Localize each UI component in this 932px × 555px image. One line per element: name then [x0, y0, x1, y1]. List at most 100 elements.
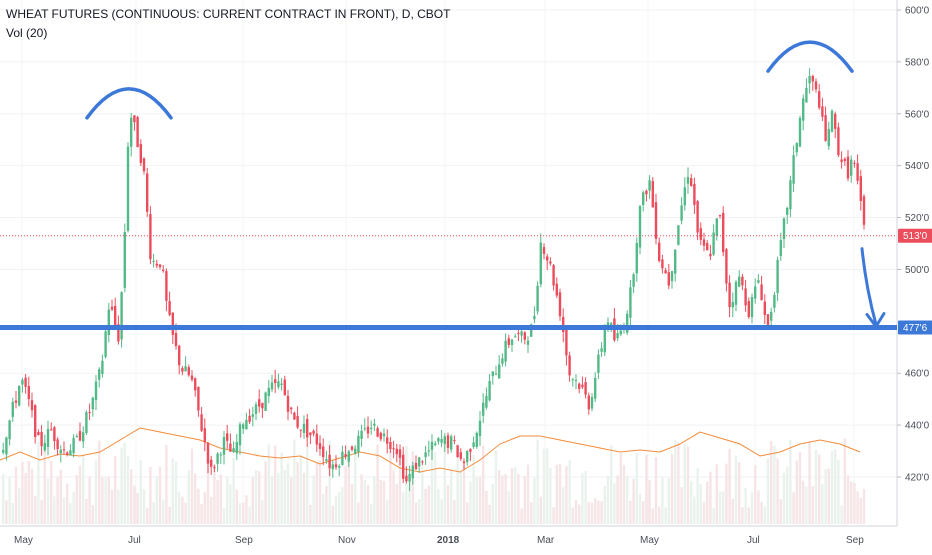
candle-body	[440, 439, 443, 443]
candle-body	[680, 205, 683, 221]
candle-body	[510, 339, 514, 346]
volume-bar	[760, 501, 763, 524]
volume-bar	[78, 465, 82, 524]
volume-bar	[821, 484, 824, 524]
volume-bar	[203, 492, 206, 524]
x-tick-label: May	[640, 535, 659, 546]
candle-body	[677, 225, 680, 245]
volume-bar	[171, 458, 174, 524]
volume-bar	[405, 445, 408, 524]
volume-bar	[510, 468, 514, 524]
volume-bar	[574, 499, 578, 524]
volume-bar	[712, 508, 715, 524]
volume-bar	[117, 489, 120, 524]
candle-body	[734, 281, 738, 305]
volume-bar	[21, 461, 24, 524]
candle-body	[277, 381, 280, 388]
candle-body	[222, 436, 226, 455]
volume-bar	[837, 459, 840, 524]
candle-body	[670, 271, 674, 282]
y-tick-label: 420'0	[905, 473, 930, 484]
volume-bar	[312, 475, 315, 524]
volume-bar	[306, 445, 309, 524]
candle-body	[296, 416, 299, 428]
candle-body	[411, 465, 414, 479]
volume-bar	[674, 439, 677, 524]
y-tick-label: 540'0	[905, 161, 930, 172]
candle-body	[360, 430, 363, 439]
volume-bar	[786, 467, 789, 524]
candle-body	[18, 385, 21, 406]
candle-body	[626, 313, 629, 333]
volume-bar	[690, 481, 693, 524]
x-tick-label: May	[14, 535, 33, 546]
candle-body	[776, 259, 779, 294]
candle-body	[405, 475, 408, 482]
volume-bar	[50, 460, 53, 524]
volume-bar	[782, 472, 786, 524]
volume-bar	[181, 496, 184, 524]
candle-body	[299, 429, 302, 431]
volume-bar	[37, 441, 40, 524]
volume-bar	[242, 502, 245, 524]
volume-bar	[834, 449, 837, 524]
candle-body	[501, 358, 504, 364]
volume-bar	[450, 469, 453, 524]
volume-bar	[40, 499, 43, 524]
candle-body	[27, 386, 30, 400]
candle-body	[389, 441, 392, 449]
candle-body	[408, 473, 411, 482]
candle-body	[219, 454, 222, 456]
volume-bar	[555, 464, 558, 524]
candle-body	[750, 297, 754, 318]
volume-bar	[379, 479, 382, 524]
volume-bar	[270, 475, 274, 524]
candle-body	[485, 395, 488, 408]
volume-bar	[686, 446, 690, 524]
support-label: 477'6	[903, 323, 928, 334]
candle-body	[107, 309, 110, 336]
y-tick-label: 460'0	[905, 369, 930, 380]
candle-body	[846, 156, 850, 179]
volume-bar	[718, 491, 722, 524]
volume-bar	[408, 481, 411, 524]
candle-body	[46, 429, 50, 448]
candle-body	[856, 163, 859, 181]
candle-body	[136, 117, 139, 148]
volume-bar	[814, 449, 818, 524]
volume-bar	[85, 498, 88, 524]
volume-bar	[744, 487, 747, 524]
volume-bar	[491, 483, 494, 524]
candle-body	[347, 451, 350, 462]
volume-bar	[91, 505, 94, 524]
volume-bar	[386, 499, 389, 524]
candle-body	[789, 180, 792, 210]
volume-bar	[664, 507, 667, 524]
volume-bar	[478, 477, 482, 524]
candle-body	[747, 301, 750, 317]
candle-body	[811, 75, 814, 82]
volume-bar	[594, 498, 597, 524]
candle-body	[667, 272, 670, 286]
candle-body	[494, 373, 498, 375]
volume-bar	[830, 451, 834, 524]
volume-bar	[846, 475, 850, 524]
volume-bar	[328, 440, 331, 524]
candle-body	[290, 407, 293, 410]
candle-body	[562, 316, 565, 332]
volume-bar	[155, 476, 158, 524]
volume-bar	[370, 504, 373, 524]
candle-body	[24, 377, 27, 387]
candle-body	[632, 274, 635, 287]
volume-bar	[706, 481, 709, 524]
candle-body	[386, 437, 389, 444]
volume-bar	[616, 475, 619, 524]
candle-body	[62, 449, 66, 451]
candle-body	[286, 395, 290, 412]
candle-body	[398, 449, 402, 458]
volume-bar	[34, 496, 37, 524]
volume-bar	[424, 488, 427, 524]
candle-body	[197, 386, 200, 411]
